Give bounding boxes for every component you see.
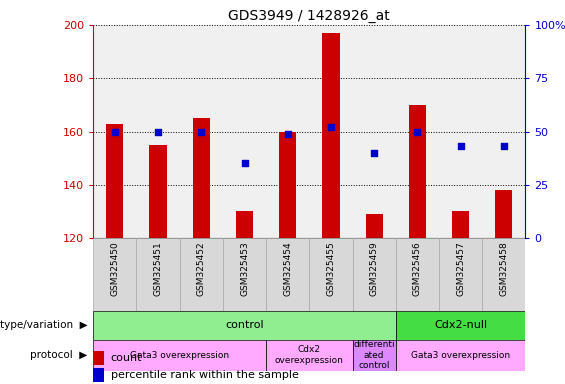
- Bar: [408, 105, 426, 238]
- Text: GSM325453: GSM325453: [240, 242, 249, 296]
- Bar: [93, 311, 396, 340]
- Bar: [279, 131, 297, 238]
- Bar: [353, 238, 396, 311]
- Text: count: count: [111, 353, 142, 363]
- Bar: [223, 238, 266, 311]
- Bar: [137, 238, 180, 311]
- Bar: [149, 145, 167, 238]
- Bar: [93, 340, 266, 371]
- Text: GSM325459: GSM325459: [370, 242, 379, 296]
- Point: [283, 131, 292, 137]
- Point: [499, 143, 508, 149]
- Bar: [396, 340, 525, 371]
- Text: GSM325458: GSM325458: [499, 242, 508, 296]
- Text: control: control: [225, 320, 264, 331]
- Title: GDS3949 / 1428926_at: GDS3949 / 1428926_at: [228, 8, 390, 23]
- Text: GSM325451: GSM325451: [154, 242, 163, 296]
- Text: GSM325457: GSM325457: [456, 242, 465, 296]
- Point: [240, 161, 249, 167]
- Bar: [236, 212, 253, 238]
- Point: [327, 124, 336, 130]
- Bar: [439, 238, 482, 311]
- Text: differenti
ated
control: differenti ated control: [353, 340, 395, 370]
- Bar: [266, 340, 353, 371]
- Text: GSM325455: GSM325455: [327, 242, 336, 296]
- Bar: [495, 190, 512, 238]
- Text: Gata3 overexpression: Gata3 overexpression: [411, 351, 510, 360]
- Bar: [396, 238, 439, 311]
- Point: [370, 150, 379, 156]
- Text: GSM325450: GSM325450: [110, 242, 119, 296]
- Bar: [193, 118, 210, 238]
- Point: [413, 128, 422, 135]
- Bar: [452, 212, 470, 238]
- Bar: [93, 238, 137, 311]
- Bar: [266, 238, 310, 311]
- Point: [456, 143, 465, 149]
- Bar: [353, 340, 396, 371]
- Text: protocol  ▶: protocol ▶: [31, 350, 88, 360]
- Bar: [322, 33, 340, 238]
- Point: [110, 128, 119, 135]
- Bar: [396, 311, 525, 340]
- Text: GSM325456: GSM325456: [413, 242, 422, 296]
- Text: GSM325452: GSM325452: [197, 242, 206, 296]
- Bar: [482, 238, 525, 311]
- Text: Gata3 overexpression: Gata3 overexpression: [130, 351, 229, 360]
- Point: [197, 128, 206, 135]
- Bar: [366, 214, 383, 238]
- Point: [154, 128, 163, 135]
- Text: Cdx2-null: Cdx2-null: [434, 320, 487, 331]
- Text: percentile rank within the sample: percentile rank within the sample: [111, 370, 298, 381]
- Bar: [106, 124, 124, 238]
- Text: genotype/variation  ▶: genotype/variation ▶: [0, 320, 88, 331]
- Bar: [93, 369, 104, 382]
- Text: Cdx2
overexpression: Cdx2 overexpression: [275, 346, 344, 365]
- Bar: [310, 238, 353, 311]
- Text: GSM325454: GSM325454: [283, 242, 292, 296]
- Bar: [93, 351, 104, 365]
- Bar: [180, 238, 223, 311]
